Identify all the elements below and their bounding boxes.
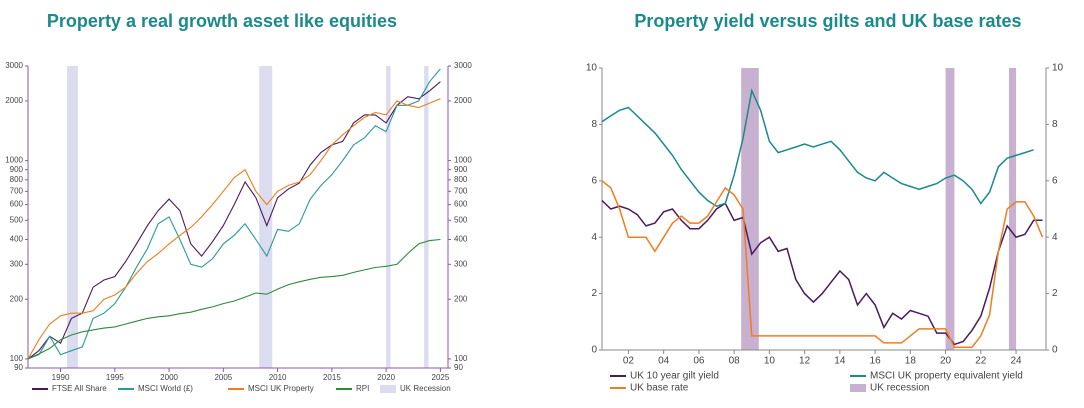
y-tick-label: 1000 bbox=[5, 156, 23, 165]
recession-band bbox=[424, 66, 429, 368]
x-tick-label: 08 bbox=[729, 356, 741, 367]
x-tick-label: 2025 bbox=[432, 373, 450, 382]
x-tick-label: 02 bbox=[623, 356, 635, 367]
y-tick-label: 4 bbox=[591, 232, 597, 243]
y-tick-label: 2 bbox=[591, 288, 597, 299]
legend-label: MSCI World (£) bbox=[138, 384, 193, 393]
recession-band bbox=[1009, 68, 1017, 350]
y-tick-label: 600 bbox=[10, 200, 24, 209]
legend-label: MSCI UK property equivalent yield bbox=[870, 371, 1023, 382]
y-tick-label-right: 90 bbox=[454, 363, 463, 372]
x-tick-label: 2000 bbox=[160, 373, 178, 382]
y-tick-label-right: 600 bbox=[454, 200, 468, 209]
y-tick-label: 90 bbox=[14, 363, 23, 372]
x-tick-label: 20 bbox=[940, 356, 952, 367]
series-line bbox=[601, 180, 1044, 348]
y-tick-label: 900 bbox=[10, 165, 24, 174]
x-tick-label: 16 bbox=[870, 356, 882, 367]
series-line bbox=[27, 81, 441, 360]
y-tick-label-right: 100 bbox=[454, 354, 468, 363]
y-tick-label-right: 300 bbox=[454, 259, 468, 268]
y-tick-label-right: 1000 bbox=[454, 156, 472, 165]
x-tick-label: 2010 bbox=[269, 373, 287, 382]
x-tick-label: 06 bbox=[693, 356, 705, 367]
x-tick-label: 04 bbox=[658, 356, 670, 367]
chart-title: Property yield versus gilts and UK base … bbox=[634, 11, 1021, 31]
x-tick-label: 12 bbox=[799, 356, 811, 367]
y-tick-label-right: 4 bbox=[1052, 232, 1058, 243]
y-tick-label-right: 900 bbox=[454, 165, 468, 174]
y-tick-label-right: 800 bbox=[454, 175, 468, 184]
y-tick-label: 200 bbox=[10, 294, 24, 303]
x-tick-label: 18 bbox=[905, 356, 917, 367]
legend-label: UK base rate bbox=[630, 383, 689, 394]
x-tick-label: 1990 bbox=[52, 373, 70, 382]
y-tick-label-right: 2000 bbox=[454, 96, 472, 105]
y-tick-label-right: 10 bbox=[1052, 63, 1064, 74]
y-tick-label: 10 bbox=[586, 63, 598, 74]
x-tick-label: 2005 bbox=[214, 373, 232, 382]
y-tick-label: 700 bbox=[10, 186, 24, 195]
recession-band bbox=[259, 66, 273, 368]
series-line bbox=[601, 199, 1043, 346]
y-tick-label: 6 bbox=[591, 175, 597, 186]
y-tick-label: 800 bbox=[10, 175, 24, 184]
y-tick-label: 400 bbox=[10, 235, 24, 244]
recession-band bbox=[945, 68, 955, 350]
chart-title: Property a real growth asset like equiti… bbox=[47, 11, 397, 31]
x-tick-label: 2015 bbox=[323, 373, 341, 382]
y-tick-label-right: 500 bbox=[454, 215, 468, 224]
recession-band bbox=[67, 66, 78, 368]
y-tick-label: 3000 bbox=[5, 61, 23, 70]
series-line bbox=[601, 88, 1034, 208]
x-tick-label: 10 bbox=[764, 356, 776, 367]
x-tick-label: 2020 bbox=[377, 373, 395, 382]
recession-band bbox=[741, 68, 759, 350]
legend-label: UK recession bbox=[870, 383, 929, 394]
recession-band bbox=[386, 66, 391, 368]
legend-swatch bbox=[850, 384, 866, 392]
series-line bbox=[27, 238, 441, 360]
y-tick-label-right: 200 bbox=[454, 294, 468, 303]
y-tick-label-right: 2 bbox=[1052, 288, 1058, 299]
x-tick-label: 14 bbox=[834, 356, 846, 367]
series-line bbox=[27, 68, 441, 360]
legend-swatch bbox=[380, 385, 396, 393]
legend-label: UK Recession bbox=[400, 384, 451, 393]
legend-label: MSCI UK Property bbox=[248, 384, 314, 393]
y-tick-label: 8 bbox=[591, 119, 597, 130]
y-tick-label: 300 bbox=[10, 259, 24, 268]
y-tick-label-right: 3000 bbox=[454, 61, 472, 70]
legend-label: UK 10 year gilt yield bbox=[630, 371, 719, 382]
legend-label: RPI bbox=[356, 384, 369, 393]
y-tick-label-right: 8 bbox=[1052, 119, 1058, 130]
y-tick-label: 500 bbox=[10, 215, 24, 224]
y-tick-label: 0 bbox=[591, 345, 597, 356]
x-tick-label: 1995 bbox=[106, 373, 124, 382]
series-line bbox=[27, 98, 441, 360]
y-tick-label-right: 400 bbox=[454, 235, 468, 244]
y-tick-label: 2000 bbox=[5, 96, 23, 105]
legend-label: FTSE All Share bbox=[52, 384, 107, 393]
x-tick-label: 24 bbox=[1010, 356, 1022, 367]
y-tick-label: 100 bbox=[10, 354, 24, 363]
x-tick-label: 22 bbox=[975, 356, 987, 367]
y-tick-label-right: 700 bbox=[454, 186, 468, 195]
y-tick-label-right: 6 bbox=[1052, 175, 1058, 186]
y-tick-label-right: 0 bbox=[1052, 345, 1058, 356]
